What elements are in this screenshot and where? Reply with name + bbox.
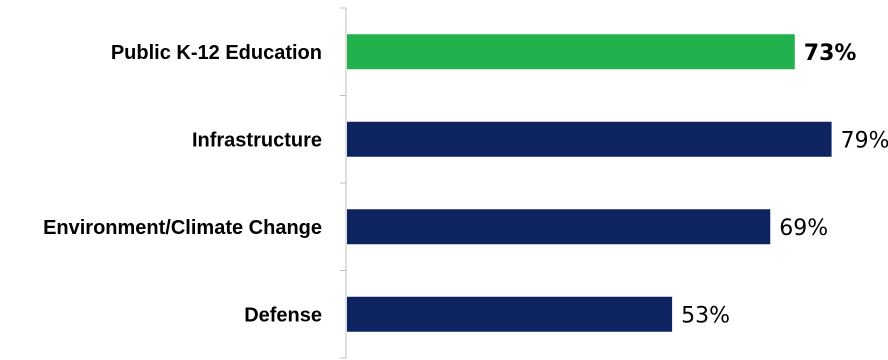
axis-layer — [340, 7, 347, 359]
category-label: Environment/Climate Change — [43, 217, 322, 239]
category-label: Defense — [244, 304, 322, 326]
bar-defense — [347, 296, 673, 332]
value-label: 73% — [804, 41, 857, 66]
category-label: Public K-12 Education — [111, 42, 322, 64]
labels-layer: Public K-12 Education 73% Infrastructure 79… — [43, 41, 888, 329]
value-label: 53% — [681, 303, 730, 328]
bar-infrastructure — [347, 121, 832, 157]
value-label: 79% — [841, 128, 888, 153]
bar-public-k-12-education — [347, 34, 795, 70]
bars-layer — [347, 34, 832, 332]
category-label: Infrastructure — [192, 129, 322, 151]
bar-environment-climate-change — [347, 209, 771, 245]
value-label: 69% — [779, 216, 828, 241]
